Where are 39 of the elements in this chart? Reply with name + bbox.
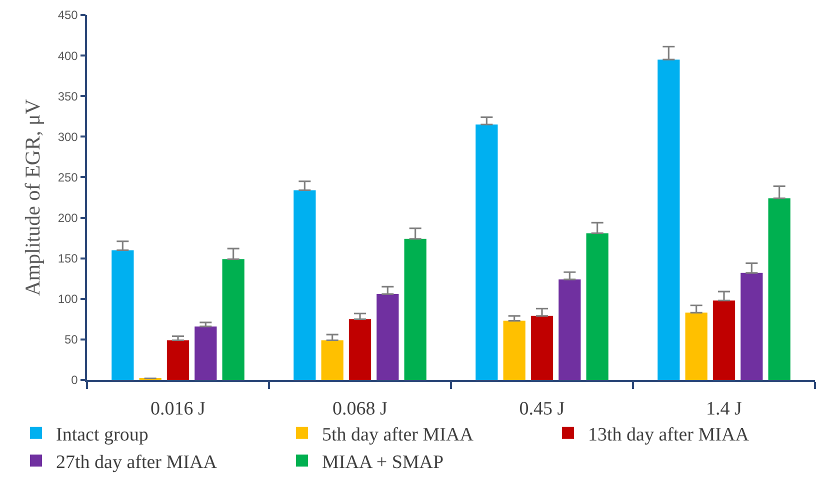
bar: [321, 340, 344, 380]
x-tick-label: 0.016 J: [150, 398, 206, 420]
y-tick-label: 450: [58, 8, 78, 22]
x-tick-label: 0.45 J: [519, 398, 565, 420]
bar: [685, 312, 708, 380]
bar: [348, 319, 372, 380]
bar: [194, 326, 217, 380]
legend-label: 27th day after MIAA: [56, 452, 218, 473]
legend-label: MIAA + SMAP: [322, 452, 444, 473]
bar: [112, 250, 134, 380]
x-tick-label: 1.4 J: [706, 398, 742, 420]
legend-label: 5th day after MIAA: [322, 424, 474, 446]
bar: [712, 300, 736, 380]
bar: [658, 60, 680, 380]
y-axis-title: Amplitude of EGR, μV: [20, 99, 44, 296]
y-tick-label: 150: [58, 252, 78, 266]
bar: [376, 294, 399, 380]
y-tick-label: 400: [58, 48, 78, 63]
bar: [404, 238, 426, 380]
bar: [166, 340, 190, 380]
bar: [476, 124, 498, 380]
x-tick-label: 0.068 J: [332, 398, 388, 420]
bar: [294, 190, 316, 380]
y-tick-label: 350: [58, 89, 78, 104]
bar: [558, 279, 581, 380]
y-tick-label: 300: [58, 130, 78, 144]
bar: [740, 272, 763, 380]
y-tick-label: 200: [58, 210, 78, 225]
legend-label: 13th day after MIAA: [588, 424, 750, 446]
y-tick-label: 100: [58, 292, 78, 306]
legend-label: Intact group: [56, 424, 148, 446]
bar: [530, 316, 554, 380]
y-tick-label: 250: [58, 170, 78, 184]
bar: [586, 233, 608, 380]
bar: [503, 320, 526, 380]
bar: [768, 198, 790, 380]
bar: [222, 259, 244, 380]
y-tick-label: 0: [71, 373, 78, 388]
y-tick-label: 50: [64, 332, 78, 347]
